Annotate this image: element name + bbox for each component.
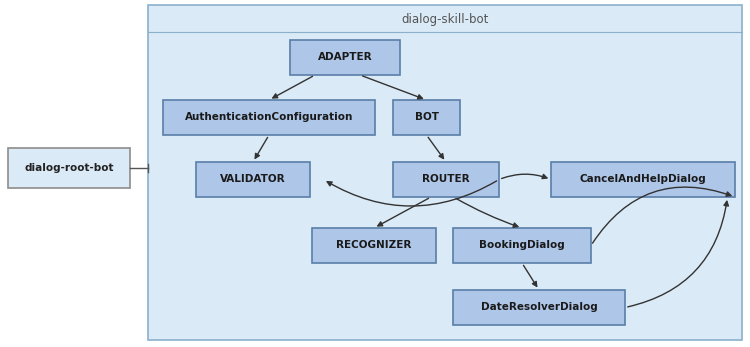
Text: BOT: BOT <box>415 112 439 122</box>
FancyBboxPatch shape <box>148 5 742 340</box>
FancyBboxPatch shape <box>8 148 130 188</box>
Text: CancelAndHelpDialog: CancelAndHelpDialog <box>580 175 706 185</box>
Text: ADAPTER: ADAPTER <box>318 52 372 62</box>
FancyBboxPatch shape <box>196 162 310 197</box>
Text: AuthenticationConfiguration: AuthenticationConfiguration <box>184 112 353 122</box>
FancyBboxPatch shape <box>393 100 460 135</box>
Text: RECOGNIZER: RECOGNIZER <box>336 240 412 251</box>
FancyBboxPatch shape <box>393 162 499 197</box>
FancyBboxPatch shape <box>290 40 400 75</box>
Text: DateResolverDialog: DateResolverDialog <box>481 303 597 313</box>
Text: dialog-root-bot: dialog-root-bot <box>24 163 114 173</box>
FancyBboxPatch shape <box>163 100 375 135</box>
Text: ROUTER: ROUTER <box>422 175 470 185</box>
FancyBboxPatch shape <box>453 290 625 325</box>
Text: dialog-skill-bot: dialog-skill-bot <box>401 14 489 26</box>
FancyBboxPatch shape <box>551 162 735 197</box>
Text: VALIDATOR: VALIDATOR <box>220 175 286 185</box>
FancyBboxPatch shape <box>312 228 436 263</box>
Text: BookingDialog: BookingDialog <box>479 240 565 251</box>
FancyBboxPatch shape <box>453 228 591 263</box>
